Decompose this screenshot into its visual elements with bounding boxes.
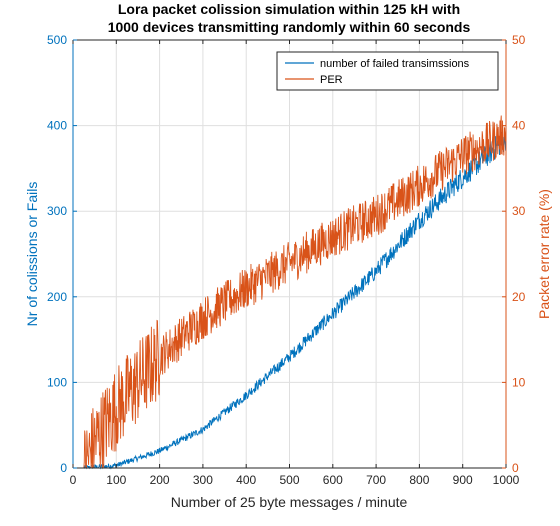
chart-title-line1: Lora packet colission simulation within … xyxy=(118,1,460,17)
y-left-tick-label: 0 xyxy=(60,461,67,475)
y-left-tick-label: 500 xyxy=(47,33,67,47)
legend-entry: number of failed transimssions xyxy=(320,58,470,70)
y-right-tick-label: 40 xyxy=(512,119,526,133)
x-tick-label: 900 xyxy=(453,473,473,487)
legend-box xyxy=(276,51,499,91)
y-right-tick-label: 20 xyxy=(512,290,526,304)
x-tick-label: 0 xyxy=(70,473,77,487)
legend-entry: PER xyxy=(320,74,343,86)
y-right-tick-label: 10 xyxy=(512,375,526,389)
series-line-per xyxy=(83,115,507,469)
x-tick-label: 100 xyxy=(106,473,126,487)
x-tick-label: 600 xyxy=(323,473,343,487)
y-left-tick-label: 400 xyxy=(47,119,67,133)
x-tick-label: 800 xyxy=(409,473,429,487)
x-tick-label: 300 xyxy=(193,473,213,487)
series-line-failed-transmissions xyxy=(83,131,507,470)
x-tick-label: 500 xyxy=(279,473,299,487)
y-right-tick-label: 50 xyxy=(512,33,526,47)
y-axis-right-label: Packet error rate (%) xyxy=(536,189,552,319)
y-left-tick-label: 100 xyxy=(47,375,67,389)
x-axis-label: Number of 25 byte messages / minute xyxy=(171,494,408,510)
y-right-tick-label: 0 xyxy=(512,461,519,475)
chart-title-line2: 1000 devices transmitting randomly withi… xyxy=(108,19,471,35)
x-tick-label: 700 xyxy=(366,473,386,487)
x-tick-label: 1000 xyxy=(493,473,520,487)
plot-area: 0 100 200 300 400 500 600 700 800 900 100001002003… xyxy=(47,33,526,487)
y-left-tick-label: 200 xyxy=(47,290,67,304)
y-right-tick-label: 30 xyxy=(512,204,526,218)
legend: number of failed transimssions PER xyxy=(276,51,499,91)
y-axis-left-label: Nr of colissions or Fails xyxy=(24,182,40,327)
x-tick-label: 200 xyxy=(150,473,170,487)
x-tick-label: 400 xyxy=(236,473,256,487)
y-left-tick-label: 300 xyxy=(47,204,67,218)
